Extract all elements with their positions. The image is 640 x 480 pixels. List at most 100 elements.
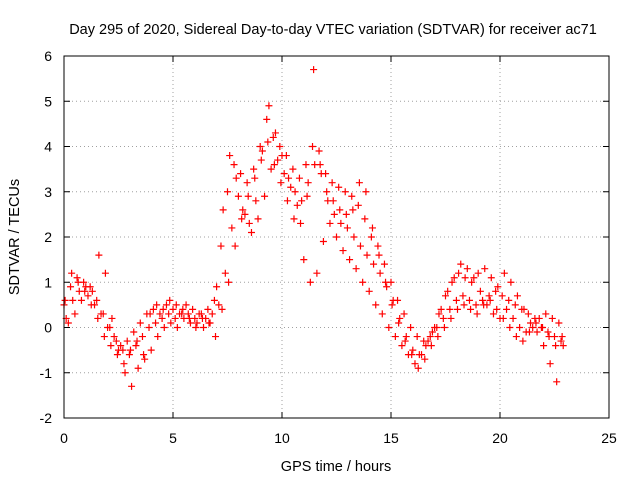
data-point xyxy=(130,328,138,336)
data-point xyxy=(258,147,266,155)
data-point xyxy=(313,269,321,277)
data-point xyxy=(241,210,249,218)
data-point xyxy=(141,355,149,363)
data-point xyxy=(276,143,284,150)
data-point xyxy=(112,337,120,345)
data-point xyxy=(225,278,233,286)
data-point xyxy=(239,206,247,214)
data-point xyxy=(226,152,234,160)
y-tick-label: 3 xyxy=(44,184,52,200)
data-point xyxy=(507,278,515,286)
data-point xyxy=(87,301,95,309)
data-point xyxy=(245,219,253,227)
data-point xyxy=(104,324,112,331)
data-point xyxy=(138,333,146,341)
data-point xyxy=(265,102,273,110)
data-point xyxy=(280,170,288,178)
data-point xyxy=(115,346,122,354)
data-point xyxy=(546,360,554,368)
data-point xyxy=(204,305,212,313)
data-point xyxy=(552,342,560,350)
data-point xyxy=(440,324,448,331)
data-point xyxy=(335,183,343,191)
data-point xyxy=(548,314,556,322)
data-point xyxy=(336,206,344,214)
data-point xyxy=(361,215,369,223)
data-point xyxy=(107,342,115,350)
data-point xyxy=(350,233,358,241)
data-point xyxy=(427,342,435,350)
data-point xyxy=(186,319,194,327)
data-point xyxy=(110,333,118,341)
data-point xyxy=(94,314,102,322)
data-point xyxy=(140,351,148,359)
data-point xyxy=(493,305,501,313)
data-point xyxy=(329,197,337,205)
data-point xyxy=(505,296,513,304)
x-tick-label: 20 xyxy=(492,430,508,446)
data-point xyxy=(463,265,471,273)
data-point xyxy=(217,242,225,250)
data-point xyxy=(117,342,125,350)
data-point xyxy=(176,310,184,318)
data-point xyxy=(450,274,458,282)
x-tick-label: 25 xyxy=(601,430,617,446)
data-point xyxy=(134,364,142,372)
data-point xyxy=(391,333,399,341)
data-point xyxy=(468,278,476,286)
data-point xyxy=(503,305,511,313)
data-point xyxy=(302,161,310,169)
data-point xyxy=(442,292,449,300)
data-point xyxy=(398,342,406,350)
data-point xyxy=(303,192,311,200)
data-point xyxy=(179,305,187,313)
data-point xyxy=(539,324,547,331)
data-point xyxy=(524,310,532,318)
data-point xyxy=(349,206,357,214)
data-point xyxy=(460,301,468,309)
data-point xyxy=(431,324,439,331)
data-point xyxy=(133,337,141,345)
data-point xyxy=(73,274,81,282)
data-point xyxy=(289,165,297,173)
data-point xyxy=(128,382,136,390)
data-point xyxy=(426,333,434,341)
data-point xyxy=(145,324,153,331)
data-point xyxy=(274,156,282,164)
data-point xyxy=(269,133,277,141)
data-point xyxy=(219,206,227,214)
data-point xyxy=(362,188,370,196)
data-point xyxy=(489,310,497,318)
data-point xyxy=(293,201,301,209)
data-point xyxy=(513,292,521,300)
data-point xyxy=(481,265,489,273)
x-tick-label: 5 xyxy=(169,430,177,446)
data-point xyxy=(346,256,354,264)
data-point xyxy=(224,188,231,196)
data-point xyxy=(409,346,417,354)
data-point xyxy=(418,351,426,359)
data-point xyxy=(453,305,461,313)
data-point xyxy=(520,305,528,313)
data-point xyxy=(492,287,500,295)
data-point xyxy=(61,296,69,304)
data-point xyxy=(506,324,514,331)
data-point xyxy=(389,296,397,304)
data-point xyxy=(461,274,469,282)
data-point xyxy=(95,251,103,259)
data-point xyxy=(448,278,456,286)
data-point xyxy=(382,278,390,286)
data-point xyxy=(354,201,362,209)
data-point xyxy=(212,333,220,341)
data-point xyxy=(97,310,105,318)
y-tick-label: 0 xyxy=(44,320,52,336)
data-point xyxy=(352,265,360,273)
y-tick-label: 5 xyxy=(44,93,52,109)
data-point xyxy=(553,378,561,386)
data-point xyxy=(218,305,226,313)
data-point xyxy=(166,296,174,304)
data-point xyxy=(343,224,351,232)
data-point xyxy=(195,310,203,318)
data-point xyxy=(555,319,563,327)
data-point xyxy=(446,305,454,313)
